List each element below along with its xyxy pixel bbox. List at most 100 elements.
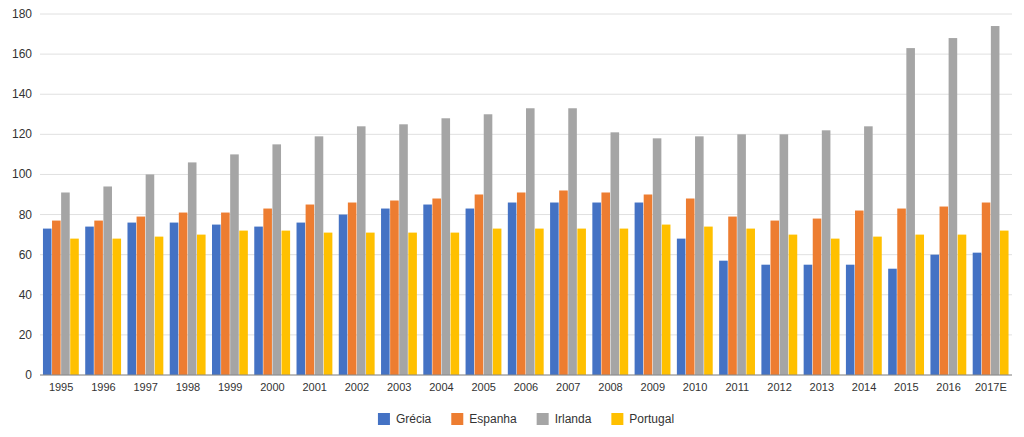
y-tick-label: 140 (12, 87, 32, 101)
y-tick-label: 60 (19, 248, 33, 262)
bar (873, 237, 882, 375)
bar (915, 235, 924, 375)
x-tick-label: 2012 (767, 381, 791, 393)
bar (357, 126, 366, 375)
y-tick-label: 100 (12, 167, 32, 181)
bar (112, 239, 121, 375)
bar (695, 136, 704, 375)
bar (484, 114, 493, 375)
x-tick-label: 1997 (133, 381, 157, 393)
bar (846, 265, 855, 375)
x-tick-label: 2003 (387, 381, 411, 393)
bar (197, 235, 206, 375)
legend-label: Grécia (396, 412, 432, 426)
bar (813, 219, 822, 375)
x-tick-label: 2017E (975, 381, 1007, 393)
bar (982, 203, 991, 375)
grid-line (40, 14, 1012, 15)
bar (94, 221, 103, 375)
y-tick-label: 20 (19, 328, 33, 342)
bar (493, 229, 502, 375)
bar (897, 209, 906, 375)
bar (761, 265, 770, 375)
bar (526, 108, 535, 375)
bar (272, 144, 281, 375)
bar (780, 134, 789, 375)
bars (43, 26, 1009, 375)
bar (381, 209, 390, 375)
bar (611, 132, 620, 375)
bar (737, 134, 746, 375)
series (43, 203, 981, 375)
bar (704, 227, 713, 375)
series (70, 225, 1008, 375)
bar (831, 239, 840, 375)
legend-swatch (537, 413, 549, 425)
bar (804, 265, 813, 375)
bar (728, 217, 737, 375)
bar (441, 118, 450, 375)
bar (686, 199, 695, 375)
y-tick-label: 180 (12, 7, 32, 21)
bar (973, 253, 982, 375)
x-tick-label: 2013 (810, 381, 834, 393)
y-tick-label: 40 (19, 288, 33, 302)
x-tick-label: 1998 (176, 381, 200, 393)
bar (61, 192, 70, 375)
bar (991, 26, 1000, 375)
legend-swatch (451, 413, 463, 425)
bar (348, 203, 357, 375)
legend-item: Grécia (378, 412, 432, 426)
x-tick-label: 2000 (260, 381, 284, 393)
bar (508, 203, 517, 375)
bar (390, 201, 399, 375)
x-tick-label: 2001 (302, 381, 326, 393)
x-tick-label: 2005 (471, 381, 495, 393)
bar (263, 209, 272, 375)
bar (85, 227, 94, 375)
bar (230, 154, 239, 375)
bar (432, 199, 441, 375)
bar (822, 130, 831, 375)
bar (1000, 231, 1009, 375)
legend-label: Portugal (629, 412, 674, 426)
bar (239, 231, 248, 375)
bar (559, 190, 568, 375)
bar (179, 213, 188, 375)
legend-label: Irlanda (555, 412, 592, 426)
y-tick-label: 120 (12, 127, 32, 141)
bar (958, 235, 967, 375)
bar (770, 221, 779, 375)
x-tick-label: 1995 (49, 381, 73, 393)
bar (940, 207, 949, 375)
bar (146, 174, 155, 375)
x-tick-label: 2014 (852, 381, 876, 393)
bar (789, 235, 798, 375)
bar (864, 126, 873, 375)
bar (906, 48, 915, 375)
x-tick-label: 2006 (514, 381, 538, 393)
bar (746, 229, 755, 375)
bar (423, 205, 432, 375)
series (61, 26, 999, 375)
x-tick-label: 2008 (598, 381, 622, 393)
bar (221, 213, 230, 375)
bar (855, 211, 864, 375)
bar (620, 229, 629, 375)
bar (408, 233, 417, 375)
bar (366, 233, 375, 375)
bar (888, 269, 897, 375)
bar (324, 233, 333, 375)
bar (103, 186, 112, 375)
bar (155, 237, 164, 375)
bar (677, 239, 686, 375)
bar (466, 209, 475, 375)
bar (297, 223, 306, 375)
bar (719, 261, 728, 375)
x-tick-label: 2015 (894, 381, 918, 393)
bar (315, 136, 324, 375)
bar (170, 223, 179, 375)
legend-swatch (611, 413, 623, 425)
bar (662, 225, 671, 375)
legend-item: Irlanda (537, 412, 592, 426)
